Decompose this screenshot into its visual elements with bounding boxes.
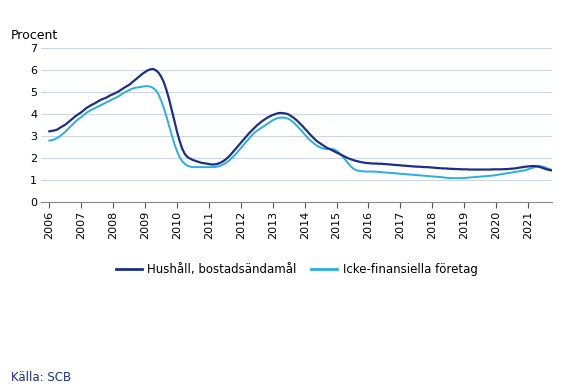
Text: Procent: Procent [11, 29, 58, 42]
Text: Källa: SCB: Källa: SCB [11, 371, 71, 384]
Legend: Hushåll, bostadsändamål, Icke-finansiella företag: Hushåll, bostadsändamål, Icke-finansiell… [111, 258, 483, 281]
